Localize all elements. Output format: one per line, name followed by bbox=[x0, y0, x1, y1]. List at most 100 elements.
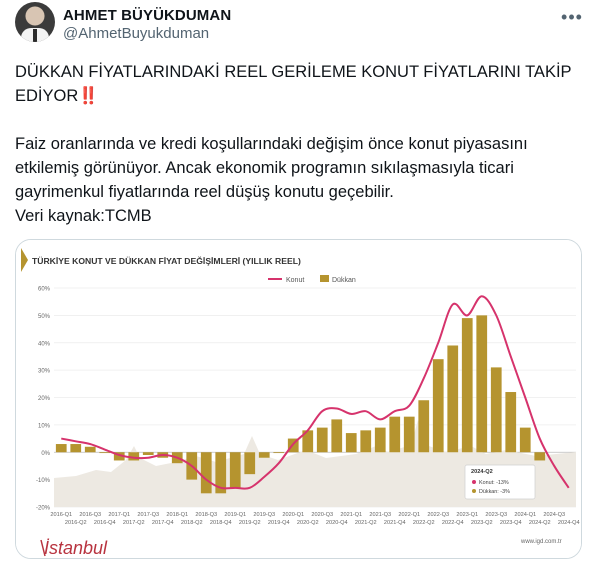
y-tick-label: 20% bbox=[38, 396, 51, 402]
dukkan-bar bbox=[70, 444, 82, 453]
x-tick-label: 2022-Q1 bbox=[398, 512, 420, 518]
dukkan-bar bbox=[389, 416, 401, 453]
x-tick-label: 2017-Q2 bbox=[123, 520, 145, 526]
inset-dot bbox=[472, 489, 476, 493]
x-tick-label: 2021-Q3 bbox=[369, 512, 391, 518]
dukkan-bar bbox=[432, 359, 444, 453]
x-tick-label: 2022-Q2 bbox=[413, 520, 435, 526]
y-tick-label: 30% bbox=[38, 369, 51, 375]
x-tick-label: 2017-Q4 bbox=[152, 520, 174, 526]
tweet-paragraph-line1: Faiz oranlarında ve kredi koşullarındaki… bbox=[15, 135, 528, 153]
dukkan-bar bbox=[360, 430, 372, 453]
x-tick-label: 2019-Q2 bbox=[239, 520, 261, 526]
y-tick-label: 10% bbox=[38, 423, 51, 429]
x-tick-label: 2020-Q4 bbox=[326, 520, 348, 526]
skyline-silhouette bbox=[54, 420, 576, 507]
dukkan-bar bbox=[244, 452, 256, 475]
inset-box: 2024-Q2 Konut: -13% Dükkan: -3% bbox=[464, 464, 536, 500]
x-tick-label: 2018-Q1 bbox=[166, 512, 188, 518]
x-tick-label: 2021-Q2 bbox=[355, 520, 377, 526]
tweet-paragraph-line3: gayrimenkul fiyatlarında reel düşüş konu… bbox=[15, 183, 394, 201]
dukkan-bar bbox=[490, 367, 502, 453]
dukkan-bar bbox=[447, 345, 459, 453]
dukkan-bar bbox=[403, 416, 415, 453]
dukkan-bar bbox=[229, 452, 241, 488]
dukkan-bar bbox=[200, 452, 212, 494]
avatar-tie bbox=[33, 29, 37, 42]
tweet-headline-text: EDİYOR bbox=[15, 87, 79, 105]
y-tick-label: 0% bbox=[41, 451, 50, 457]
x-tick-label: 2016-Q2 bbox=[65, 520, 87, 526]
chart-title: TÜRKİYE KONUT VE DÜKKAN FİYAT DEĞİŞİMLER… bbox=[32, 255, 301, 266]
x-tick-label: 2023-Q1 bbox=[456, 512, 478, 518]
inset-row-label: Konut: -13% bbox=[479, 480, 509, 486]
dukkan-bar bbox=[128, 452, 140, 461]
x-tick-label: 2024-Q2 bbox=[529, 520, 551, 526]
x-tick-label: 2024-Q3 bbox=[543, 512, 565, 518]
x-tick-label: 2020-Q3 bbox=[311, 512, 333, 518]
inset-row-label: Dükkan: -3% bbox=[479, 489, 510, 495]
y-tick-label: 60% bbox=[38, 287, 51, 293]
x-tick-label: 2021-Q4 bbox=[384, 520, 406, 526]
chart-legend: Konut Dükkan bbox=[268, 275, 356, 284]
dukkan-bar bbox=[374, 427, 386, 453]
x-tick-label: 2020-Q2 bbox=[297, 520, 319, 526]
y-tick-label: -10% bbox=[36, 478, 51, 484]
y-tick-label: -20% bbox=[36, 506, 51, 512]
dukkan-bar bbox=[505, 392, 517, 453]
konut-line bbox=[61, 295, 570, 490]
x-tick-label: 2024-Q4 bbox=[558, 520, 580, 526]
tweet-headline-line1: DÜKKAN FİYATLARINDAKİ REEL GERİLEME KONU… bbox=[15, 63, 572, 81]
author-name[interactable]: AHMET BÜYÜKDUMAN bbox=[63, 7, 232, 24]
konut-line-path bbox=[61, 295, 570, 490]
dukkan-bar bbox=[302, 430, 314, 453]
title-marker-icon bbox=[21, 248, 28, 272]
dukkan-bar bbox=[84, 446, 96, 453]
author-handle[interactable]: @AhmetBuyukduman bbox=[63, 25, 210, 42]
double-exclamation-icon: ‼️ bbox=[78, 87, 98, 105]
dukkan-bar bbox=[476, 315, 488, 453]
tweet-text: DÜKKAN FİYATLARINDAKİ REEL GERİLEME KONU… bbox=[15, 60, 585, 228]
x-tick-label: 2016-Q3 bbox=[79, 512, 101, 518]
inset-frame bbox=[464, 464, 536, 500]
dukkan-bar bbox=[258, 452, 270, 458]
dukkan-bar bbox=[273, 452, 285, 454]
dukkan-bars bbox=[55, 315, 546, 494]
legend-dukkan-label: Dükkan bbox=[332, 277, 356, 284]
dukkan-bar bbox=[215, 452, 227, 494]
x-tick-label: 2017-Q1 bbox=[108, 512, 130, 518]
brand-istanbul-logo: İstanbul bbox=[44, 538, 108, 558]
x-tick-label: 2019-Q4 bbox=[268, 520, 290, 526]
tweet-paragraph-line2: etkilemiş görünüyor. Ancak ekonomik prog… bbox=[15, 159, 514, 177]
x-tick-label: 2018-Q2 bbox=[181, 520, 203, 526]
chart-svg: TÜRKİYE KONUT VE DÜKKAN FİYAT DEĞİŞİMLER… bbox=[16, 240, 581, 558]
brand-accent-mark bbox=[40, 539, 46, 557]
x-tick-label: 2023-Q3 bbox=[485, 512, 507, 518]
more-options-button[interactable]: ••• bbox=[560, 6, 584, 28]
dukkan-bar bbox=[142, 452, 154, 455]
tweet-headline-line2: EDİYOR‼️ bbox=[15, 84, 585, 108]
x-axis-labels: 2016-Q1 2016-Q3 2017-Q1 2017-Q3 2018-Q1 2018-… bbox=[50, 512, 579, 526]
x-tick-label: 2020-Q1 bbox=[282, 512, 304, 518]
dukkan-bar bbox=[99, 452, 111, 454]
x-tick-label: 2022-Q3 bbox=[427, 512, 449, 518]
inset-dot bbox=[472, 480, 476, 484]
x-tick-label: 2022-Q4 bbox=[442, 520, 464, 526]
dukkan-bar bbox=[55, 444, 67, 453]
legend-konut-label: Konut bbox=[286, 277, 304, 284]
dukkan-bar bbox=[316, 427, 328, 453]
x-tick-label: 2017-Q3 bbox=[137, 512, 159, 518]
x-tick-label: 2021-Q1 bbox=[340, 512, 362, 518]
skyline-background bbox=[54, 420, 576, 507]
y-tick-label: 50% bbox=[38, 314, 51, 320]
inset-title: 2024-Q2 bbox=[471, 469, 493, 475]
chart-image[interactable]: TÜRKİYE KONUT VE DÜKKAN FİYAT DEĞİŞİMLER… bbox=[15, 239, 582, 559]
paragraph-gap bbox=[15, 108, 585, 132]
dukkan-bar bbox=[331, 419, 343, 453]
x-tick-label: 2023-Q4 bbox=[500, 520, 522, 526]
avatar[interactable] bbox=[15, 2, 55, 42]
x-tick-label: 2016-Q1 bbox=[50, 512, 72, 518]
dukkan-bar bbox=[519, 427, 531, 453]
x-tick-label: 2018-Q4 bbox=[210, 520, 232, 526]
more-horizontal-icon: ••• bbox=[561, 6, 583, 27]
